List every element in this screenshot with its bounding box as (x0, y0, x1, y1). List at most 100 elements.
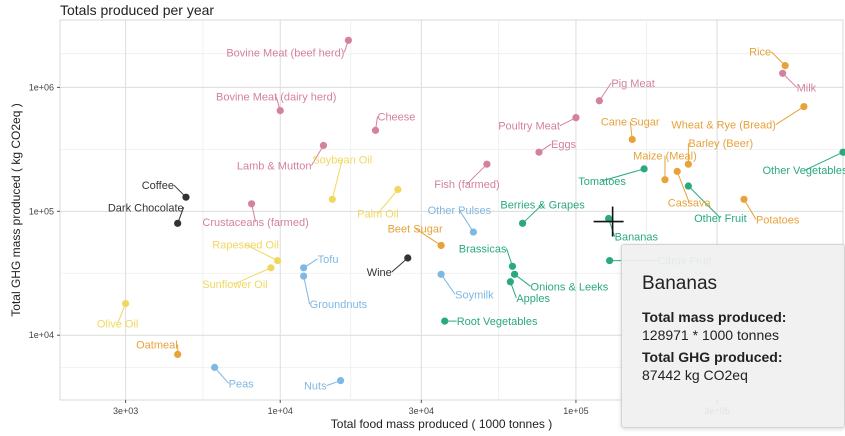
label-wheat-rye-bread: Wheat & Rye (Bread) (671, 120, 776, 132)
point-wine[interactable] (404, 254, 412, 262)
label-olive-oil: Olive Oil (97, 319, 139, 331)
leader-palm-oil (377, 189, 399, 214)
leader-fish-farmed (466, 163, 488, 185)
point-poultry-meat[interactable] (572, 114, 580, 122)
point-other-fruit[interactable] (684, 182, 692, 190)
point-wheat-rye-bread[interactable] (800, 103, 808, 111)
point-bananas[interactable] (605, 214, 613, 223)
label-palm-oil: Palm Oil (357, 208, 399, 220)
label-cane-sugar: Cane Sugar (601, 116, 660, 128)
label-tomatoes: Tomatoes (578, 176, 626, 188)
label-sunflower-oil: Sunflower Oil (202, 279, 267, 291)
label-bovine-meat-dairy-herd: Bovine Meat (dairy herd) (216, 92, 336, 104)
label-potatoes: Potatoes (756, 214, 800, 226)
x-tick-label: 3e+03 (113, 406, 138, 416)
label-apples: Apples (516, 293, 550, 305)
point-other-pulses[interactable] (469, 228, 477, 236)
point-soybean-oil[interactable] (328, 195, 336, 203)
label-soybean-oil: Soybean Oil (312, 154, 372, 166)
label-oatmeal: Oatmeal (136, 339, 178, 351)
label-pig-meat: Pig Meat (611, 78, 654, 90)
point-beet-sugar[interactable] (437, 241, 445, 250)
tooltip-ghg-value: 87442 kg CO2eq (642, 367, 748, 383)
label-cheese: Cheese (378, 111, 416, 123)
point-fish-farmed[interactable] (483, 160, 491, 168)
leader-sunflower-oil (234, 267, 272, 285)
point-rice[interactable] (781, 61, 789, 70)
point-labels: Bovine Meat (beef herd) Bovine Meat (dair… (97, 47, 845, 393)
leader-other-fruit (688, 185, 721, 219)
leader-groundnuts (303, 275, 311, 305)
point-eggs[interactable] (535, 148, 543, 156)
label-berries-grapes: Berries & Grapes (500, 199, 585, 211)
point-bovine-meat-beef-herd[interactable] (344, 36, 352, 44)
point-cheese[interactable] (371, 126, 380, 134)
label-crustaceans-farmed: Crustaceans (farmed) (202, 217, 308, 229)
label-beet-sugar: Beet Sugar (388, 223, 443, 235)
point-soymilk[interactable] (437, 270, 445, 278)
tooltip-mass-value: 128971 * 1000 tonnes (642, 327, 780, 343)
point-peas[interactable] (211, 363, 219, 371)
grid-lines (60, 20, 843, 400)
point-olive-oil[interactable] (122, 299, 130, 308)
point-crustaceans-farmed[interactable] (247, 200, 256, 208)
point-coffee[interactable] (182, 193, 190, 201)
point-berries-grapes[interactable] (518, 219, 527, 227)
label-other-fruit: Other Fruit (694, 213, 747, 225)
point-barley-beer[interactable] (684, 160, 692, 168)
point-root-vegetables[interactable] (441, 317, 449, 325)
leader-potatoes (743, 199, 757, 220)
point-rapeseed-oil[interactable] (274, 257, 282, 265)
point-cassava[interactable] (673, 167, 681, 175)
point-milk[interactable] (779, 69, 787, 77)
point-oatmeal[interactable] (174, 350, 182, 359)
leader-wheat-rye-bread (775, 106, 805, 126)
label-bovine-meat-beef-herd: Bovine Meat (beef herd) (226, 47, 344, 59)
point-tomatoes[interactable] (640, 165, 648, 173)
point-brassicas[interactable] (508, 262, 517, 270)
leader-other-pulses (458, 209, 474, 233)
label-cassava: Cassava (668, 197, 712, 209)
label-peas: Peas (229, 378, 255, 390)
y-axis-label: Total GHG mass produced ( kg CO2eq ) (9, 103, 23, 316)
point-dark-chocolate[interactable] (174, 219, 182, 227)
point-pig-meat[interactable] (595, 97, 603, 105)
label-rice: Rice (749, 47, 771, 59)
point-maize-meal[interactable] (661, 176, 669, 184)
point-apples[interactable] (506, 278, 514, 286)
point-sunflower-oil[interactable] (267, 264, 275, 272)
label-wine: Wine (367, 267, 392, 279)
point-lamb-mutton[interactable] (319, 141, 328, 150)
leader-cassava (676, 171, 690, 203)
x-tick-label: 3e+04 (409, 406, 434, 416)
label-poultry-meat: Poultry Meat (498, 121, 560, 133)
label-tofu: Tofu (318, 254, 339, 266)
point-other-vegetables[interactable] (839, 148, 845, 156)
leader-soymilk (440, 274, 456, 295)
y-tick-label: 1e+06 (29, 82, 54, 92)
label-eggs: Eggs (551, 139, 577, 151)
label-coffee: Coffee (142, 180, 174, 192)
point-bovine-meat-dairy-herd[interactable] (276, 106, 284, 115)
point-cane-sugar[interactable] (628, 135, 636, 144)
point-citrus-fruit[interactable] (606, 257, 614, 265)
leader-pig-meat (598, 82, 612, 102)
point-onions-leeks[interactable] (510, 270, 519, 278)
point-potatoes[interactable] (740, 195, 748, 203)
point-tofu[interactable] (300, 264, 308, 272)
crosshair-cursor (593, 206, 624, 237)
point-groundnuts[interactable] (300, 272, 308, 280)
point-nuts[interactable] (336, 377, 345, 385)
x-tick-label: 1e+05 (563, 406, 588, 416)
data-points[interactable] (122, 36, 845, 385)
hover-tooltip: Bananas Total mass produced: 128971 * 10… (621, 244, 845, 428)
leader-beet-sugar (414, 228, 442, 246)
tooltip-title: Bananas (642, 273, 718, 294)
label-brassicas: Brassicas (459, 243, 507, 255)
label-rapeseed-oil: Rapeseed Oil (212, 240, 279, 252)
leader-berries-grapes (522, 203, 543, 224)
leader-tomatoes (601, 168, 645, 182)
point-palm-oil[interactable] (394, 185, 402, 194)
label-dark-chocolate: Dark Chocolate (108, 202, 184, 214)
x-tick-label: 1e+04 (268, 406, 293, 416)
